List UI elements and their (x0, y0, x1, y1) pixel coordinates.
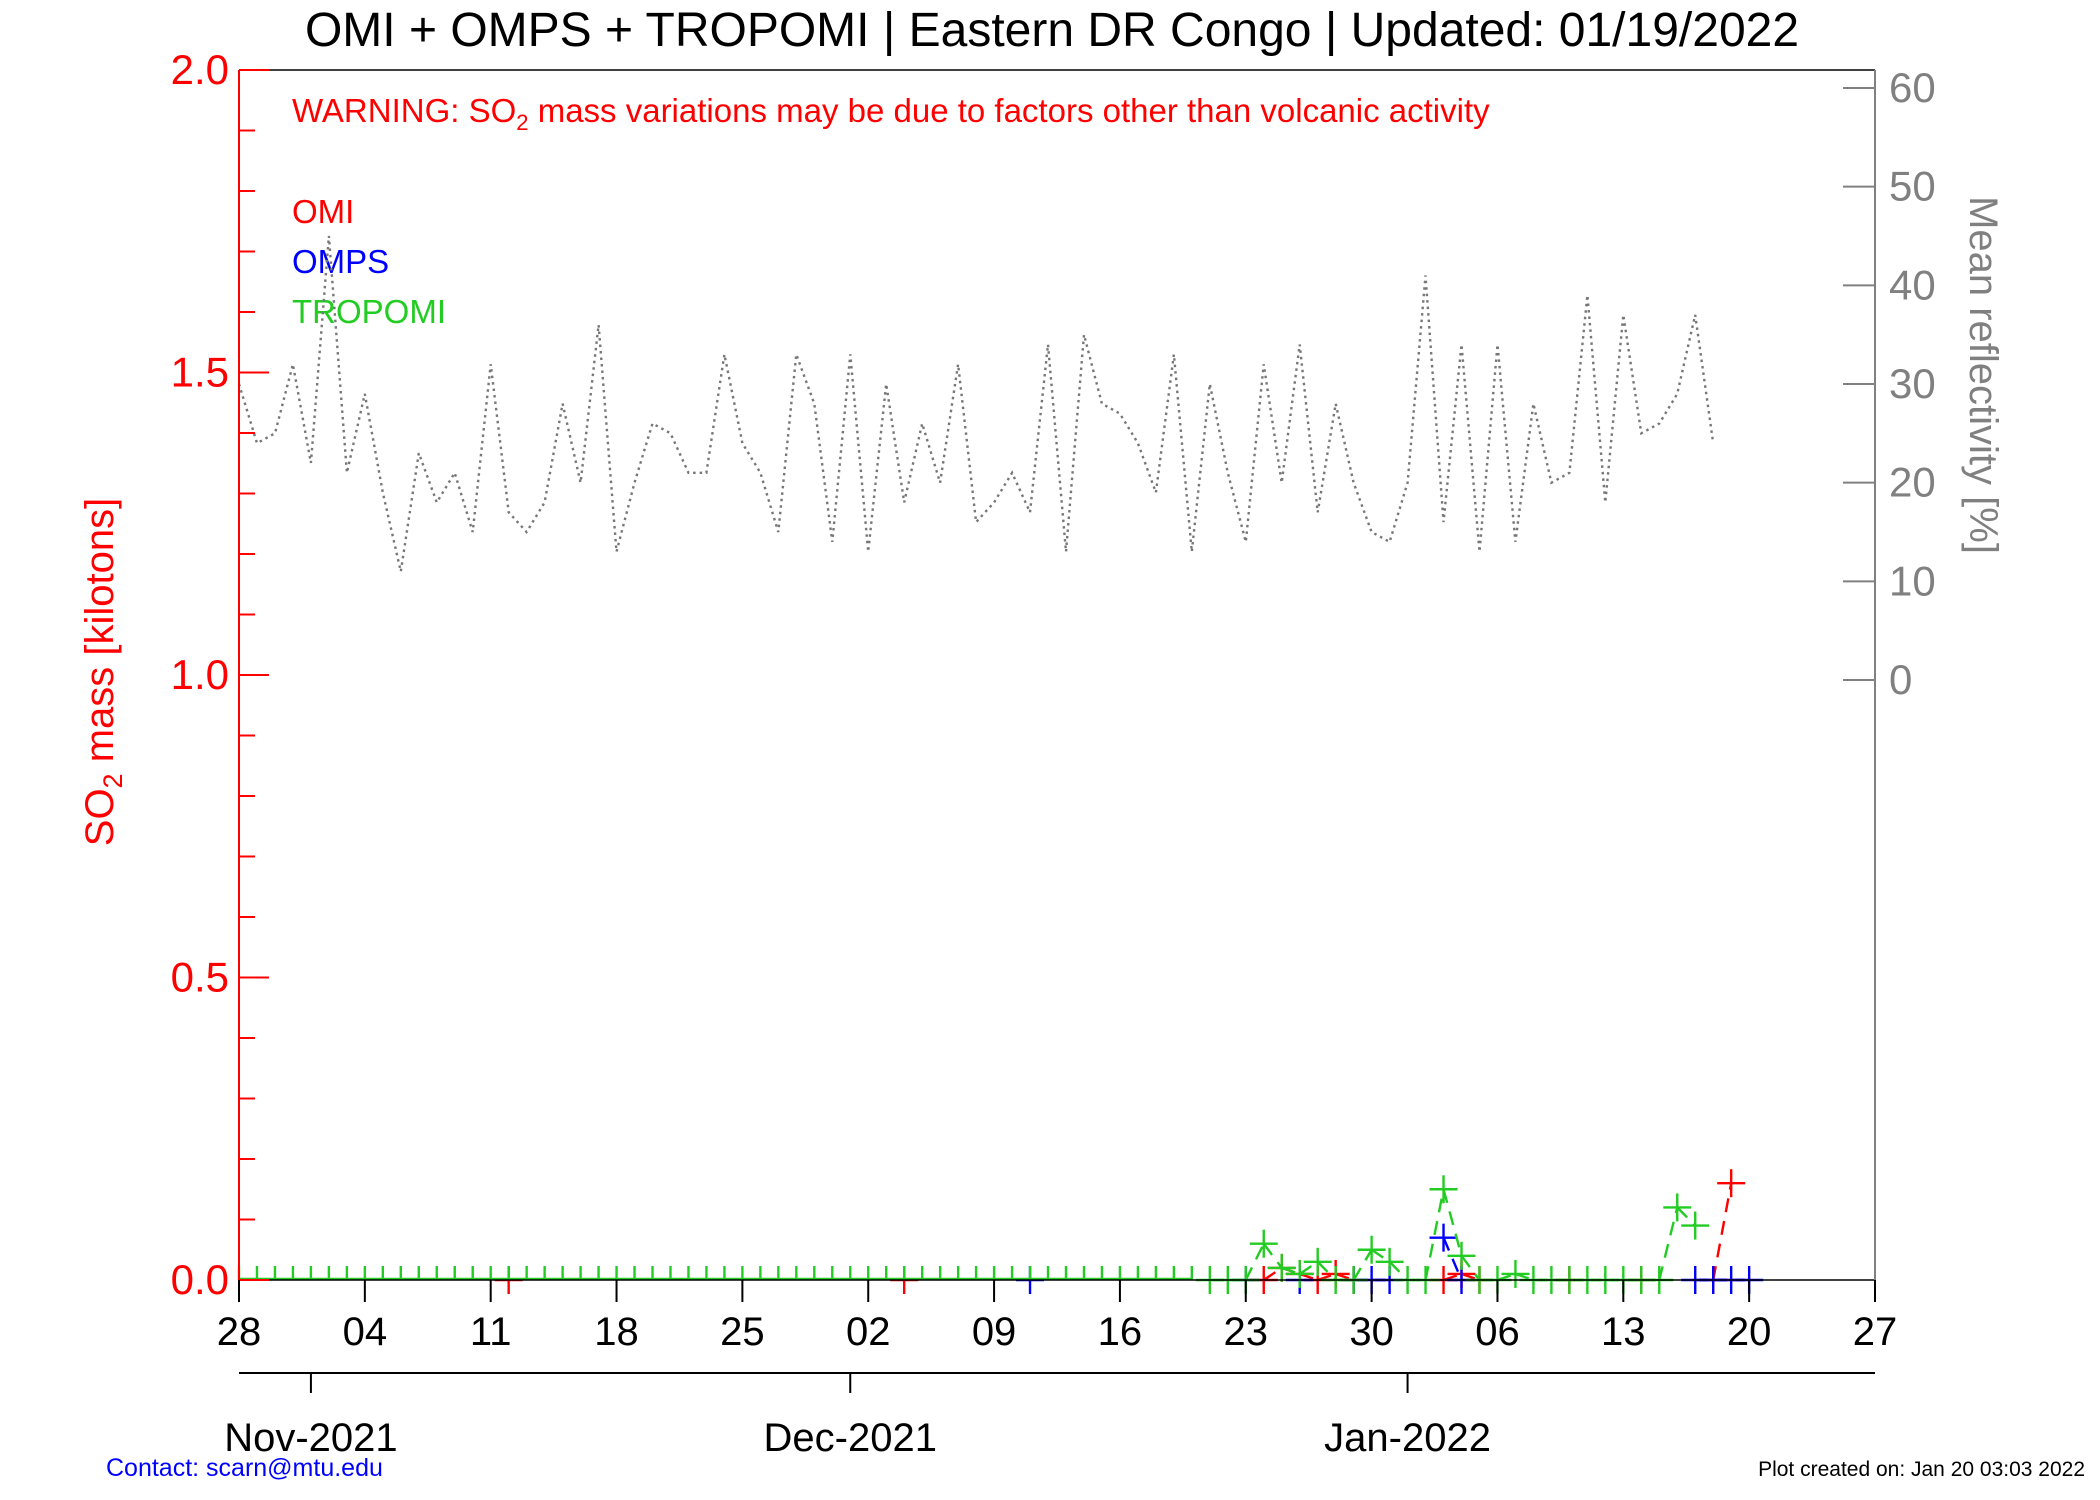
chart-title: OMI + OMPS + TROPOMI | Eastern DR Congo … (305, 4, 1799, 57)
month-label: Dec-2021 (764, 1416, 937, 1460)
series-segment (1263, 1266, 1283, 1281)
x-axis-ticks: 28 04 11 18 25 02 09 16 23 30 06 13 20 27 (217, 1280, 1898, 1354)
month-axis: Nov-2021 Dec-2021 Jan-2022 (224, 1372, 1875, 1460)
series-segment (1262, 1242, 1283, 1269)
x-tick-label: 23 (1224, 1310, 1269, 1354)
series-segment (1299, 1260, 1319, 1275)
x-tick-label: 18 (594, 1310, 639, 1354)
legend-tropomi: TROPOMI (292, 293, 446, 330)
warning-subscript: 2 (516, 110, 528, 135)
legend-omps: OMPS (292, 243, 389, 280)
y-right-tick-label: 0 (1889, 656, 1912, 703)
x-tick-label: 04 (343, 1310, 388, 1354)
y-right-tick-label: 40 (1889, 261, 1936, 308)
legend: OMI OMPS TROPOMI (292, 193, 446, 330)
reflectivity-line (237, 235, 1715, 572)
x-tick-label: 27 (1853, 1310, 1898, 1354)
x-tick-label: 02 (846, 1310, 891, 1354)
x-tick-label: 06 (1475, 1310, 1520, 1354)
ylabel-left-subscript: 2 (98, 773, 128, 788)
warning-text: WARNING: SO2 mass variations may be due … (292, 92, 1490, 135)
y-left-tick-label: 0.5 (171, 954, 229, 1001)
y-left-tick-label: 1.0 (171, 651, 229, 698)
month-label: Jan-2022 (1324, 1416, 1491, 1460)
so2-series (237, 1169, 1764, 1294)
y-axis-left-label: SO2 mass [kilotons] (78, 498, 128, 846)
y-left-tick-label: 1.5 (171, 349, 229, 396)
series-segment (1370, 1248, 1391, 1263)
warning-suffix: mass variations may be due to factors ot… (529, 92, 1491, 129)
axes: 0.0 0.5 1.0 1.5 2.0 0 10 20 30 40 50 60 (171, 46, 1936, 1303)
legend-omi: OMI (292, 193, 354, 230)
y-right-tick-label: 50 (1889, 163, 1936, 210)
x-tick-label: 11 (470, 1310, 512, 1354)
series-segment (1460, 1255, 1481, 1281)
series-segment (1352, 1249, 1373, 1281)
series-segment (1316, 1261, 1337, 1281)
footer-created: Plot created on: Jan 20 03:03 2022 (1758, 1458, 2085, 1481)
series-segment (1244, 1243, 1265, 1281)
warning-prefix: WARNING: SO (292, 92, 516, 129)
y-right-tick-label: 60 (1889, 64, 1936, 111)
series-segment (1442, 1188, 1463, 1257)
x-tick-label: 16 (1098, 1310, 1143, 1354)
y-right-tick-label: 30 (1889, 360, 1936, 407)
y-left-tick-label: 2.0 (171, 46, 229, 93)
series-segment (1424, 1189, 1445, 1281)
series-segment (1658, 1207, 1679, 1281)
y-right-tick-label: 20 (1889, 459, 1936, 506)
x-tick-label: 20 (1727, 1310, 1772, 1354)
x-tick-label: 09 (972, 1310, 1017, 1354)
y-left-tick-label: 0.0 (171, 1256, 229, 1303)
reflectivity-series (237, 235, 1715, 572)
series-segment (1712, 1182, 1733, 1281)
series-segment (1388, 1261, 1409, 1281)
series-segment (1676, 1206, 1697, 1227)
series-tropomi (237, 1175, 1710, 1294)
x-tick-label: 25 (720, 1310, 765, 1354)
month-label: Nov-2021 (224, 1416, 397, 1460)
footer-contact[interactable]: Contact: scarn@mtu.edu (106, 1454, 383, 1482)
x-tick-label: 30 (1349, 1310, 1394, 1354)
y-right-tick-label: 10 (1889, 557, 1936, 604)
series-segment (1442, 1237, 1463, 1281)
x-tick-label: 13 (1601, 1310, 1646, 1354)
ylabel-left-suffix: mass [kilotons] (78, 498, 122, 774)
ylabel-left-prefix: SO (78, 788, 122, 846)
y-axis-right-label: Mean reflectivity [%] (1961, 196, 2005, 554)
x-tick-label: 28 (217, 1310, 262, 1354)
